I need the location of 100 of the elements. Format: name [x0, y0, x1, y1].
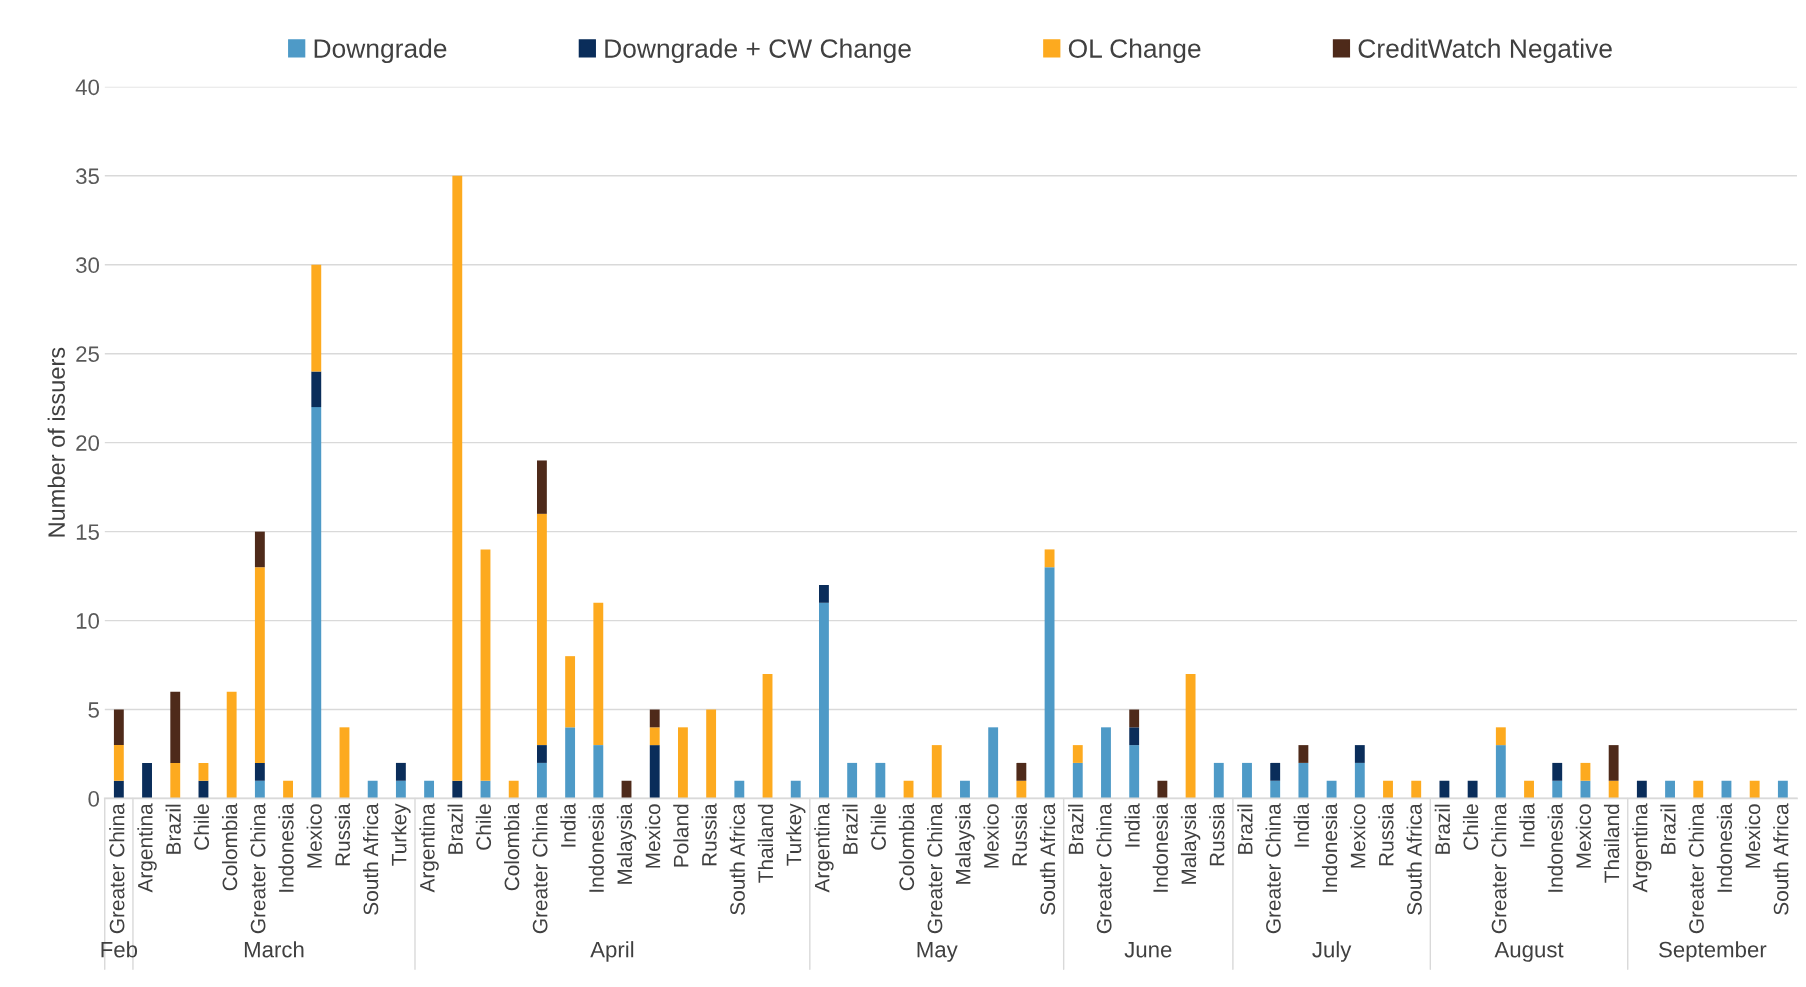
x-tick-label: Indonesia — [1321, 803, 1338, 892]
bar — [113, 780, 124, 799]
bar — [1354, 762, 1365, 799]
x-tick-label: Malaysia — [616, 803, 637, 884]
x-tick-label: South Africa — [362, 803, 379, 915]
x-tick-label: Russia — [701, 803, 717, 866]
x-tick-label: Russia — [334, 803, 351, 866]
legend-label: OL Change — [1068, 38, 1201, 64]
bar — [452, 175, 463, 781]
bar — [311, 407, 322, 799]
bar — [1242, 762, 1252, 799]
bar — [875, 762, 886, 799]
bar — [819, 602, 829, 799]
x-tick-label: Brazil — [842, 804, 858, 854]
bar — [311, 264, 322, 372]
bar — [283, 780, 294, 799]
bar — [565, 727, 576, 799]
x-tick-label: Poland — [673, 804, 689, 867]
bar — [198, 762, 209, 781]
bar — [1016, 780, 1027, 799]
bar — [931, 745, 942, 799]
bar — [1129, 727, 1140, 746]
y-axis-title: Number of issuers — [47, 347, 65, 537]
text: Feb — [101, 941, 138, 958]
bar — [1129, 745, 1140, 799]
bar — [1693, 780, 1704, 799]
bar — [1524, 780, 1534, 799]
x-tick-label: Mexico — [645, 804, 661, 868]
bar — [1749, 780, 1760, 799]
x-tick-label: India — [1293, 803, 1309, 847]
x-tick-label: Mexico — [1575, 804, 1592, 868]
bar — [170, 691, 181, 763]
y-tick-label: 35 — [76, 168, 99, 185]
bar — [1072, 762, 1083, 799]
bar — [1495, 727, 1506, 746]
x-tick-label: Brazil — [1237, 804, 1253, 854]
bar — [847, 762, 858, 799]
legend-label: CreditWatch Negative — [1358, 38, 1612, 64]
bar — [1777, 780, 1788, 799]
bar — [1608, 780, 1619, 799]
x-tick-label: Mexico — [1350, 804, 1366, 868]
x-tick-label: Argentina — [1632, 803, 1652, 893]
text: May — [917, 941, 958, 962]
y-tick-label: 0 — [88, 791, 100, 807]
x-tick-label: South Africa — [1039, 803, 1056, 915]
bar — [424, 780, 435, 799]
x-tick-label: Greater China — [1491, 803, 1507, 934]
bar — [1552, 762, 1563, 781]
bar — [536, 745, 547, 763]
x-tick-label: Brazil — [447, 804, 463, 854]
text: June — [1124, 941, 1172, 958]
bar — [536, 762, 547, 799]
bar — [734, 780, 745, 799]
bar — [790, 780, 801, 799]
y-tick-label: 15 — [76, 524, 99, 540]
x-tick-label: Colombia — [898, 803, 915, 891]
bar — [254, 567, 265, 763]
bar — [311, 371, 322, 408]
x-tick-label: Russia — [1378, 803, 1394, 866]
x-tick-label: Greater China — [1096, 803, 1112, 934]
y-tick-label: 30 — [76, 257, 100, 274]
x-tick-label: Greater China — [1265, 803, 1281, 934]
bar — [1665, 780, 1675, 799]
bar — [565, 656, 576, 728]
x-tick-label: Mexico — [983, 804, 999, 868]
bar — [536, 460, 547, 514]
x-tick-label: Brazil — [1660, 804, 1676, 854]
x-tick-label: Chile — [1462, 804, 1479, 850]
bar — [254, 531, 265, 568]
x-tick-label: Mexico — [306, 804, 322, 868]
x-tick-label: Greater China — [927, 803, 943, 934]
x-tick-label: Argentina — [137, 803, 157, 893]
bar — [819, 584, 829, 603]
bar — [1270, 762, 1281, 781]
bar — [1016, 762, 1027, 781]
bar — [706, 709, 717, 799]
x-tick-label: Turkey — [391, 803, 411, 866]
bar — [1185, 673, 1196, 799]
bar — [1129, 709, 1140, 728]
bar — [170, 762, 181, 799]
bar — [593, 602, 604, 746]
bar — [1072, 745, 1083, 763]
bar — [452, 780, 463, 799]
bar — [593, 745, 604, 799]
bar — [113, 709, 124, 746]
x-tick-label: Thailand — [757, 804, 774, 883]
bar — [1411, 780, 1422, 799]
x-tick-label: Malaysia — [1180, 803, 1201, 884]
x-tick-label: Chile — [193, 804, 210, 850]
bar — [1552, 780, 1563, 799]
y-tick-label: 20 — [76, 435, 100, 451]
bar — [988, 727, 999, 799]
x-tick-label: Argentina — [419, 803, 439, 893]
bar — [1383, 780, 1393, 799]
x-tick-label: Indonesia — [1152, 803, 1168, 892]
x-tick-label: Argentina — [814, 803, 834, 893]
y-tick-label: 10 — [76, 613, 100, 629]
bar — [1467, 780, 1478, 799]
bar — [677, 727, 688, 799]
x-tick-label: Thailand — [1603, 804, 1620, 883]
